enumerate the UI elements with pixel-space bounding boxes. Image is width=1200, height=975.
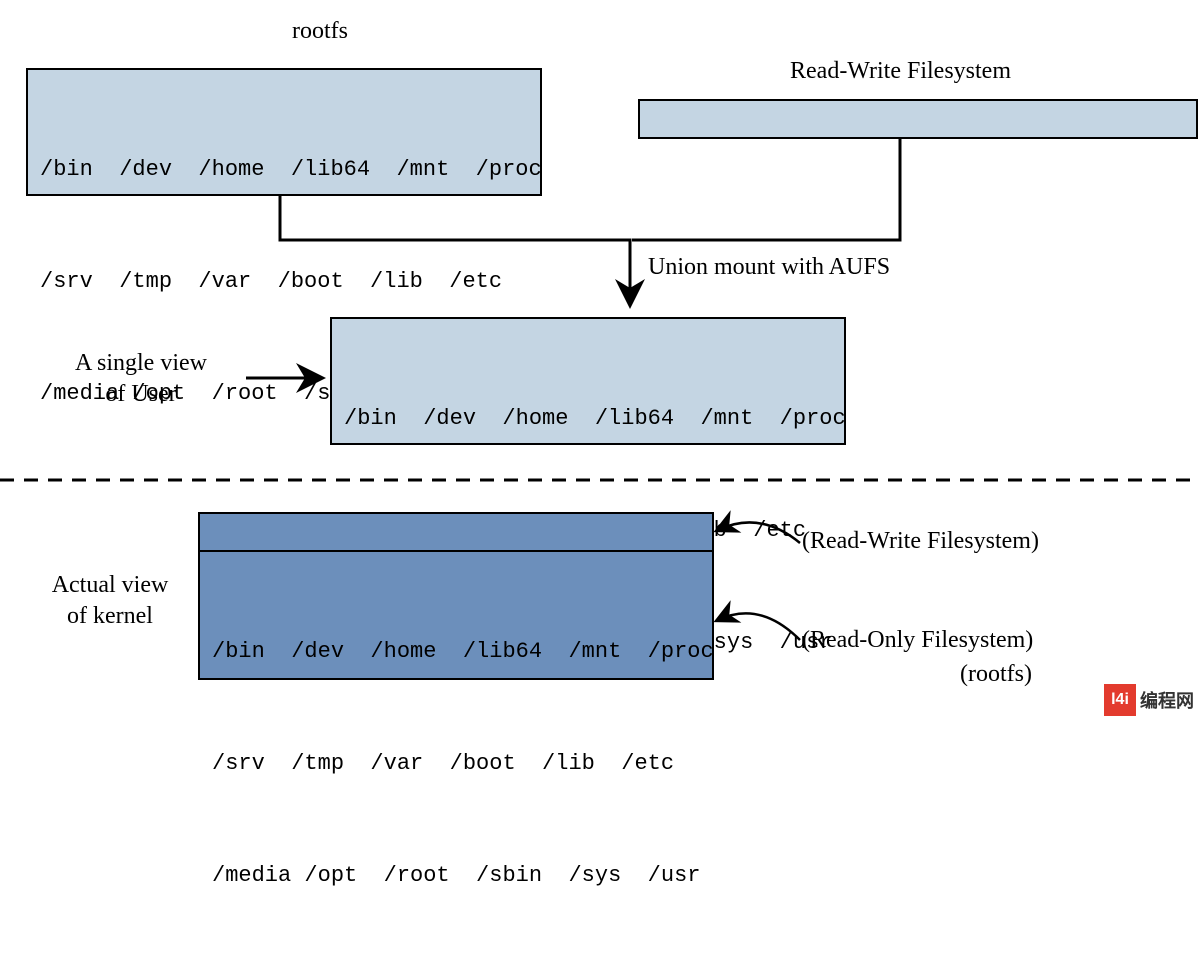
watermark-logo: l4i [1104, 684, 1136, 716]
watermark: l4i 编程网 [1104, 684, 1194, 716]
kernel-view-line1: Actual view [20, 570, 200, 601]
annotation-rootfs: (rootfs) [960, 661, 1032, 688]
kernel-view-line2: of kernel [20, 601, 200, 632]
label-user-view: A single view of User [36, 348, 246, 410]
annotation-rw: (Read-Write Filesystem) [802, 528, 1039, 555]
box-kernel-ro: /bin /dev /home /lib64 /mnt /proc /srv /… [198, 550, 714, 680]
annotation-ro: (Read-Only Filesystem) [802, 627, 1033, 654]
box-rootfs: /bin /dev /home /lib64 /mnt /proc /srv /… [26, 68, 542, 196]
dir-row: /bin /dev /home /lib64 /mnt /proc [40, 151, 528, 188]
dir-row: /bin /dev /home /lib64 /mnt /proc [212, 633, 700, 670]
user-view-line2: of User [36, 379, 246, 410]
kernel-ro-dirs: /bin /dev /home /lib64 /mnt /proc /srv /… [200, 552, 712, 975]
dir-row: /media /opt /root /sbin /sys /usr [212, 857, 700, 894]
box-rw-top [638, 99, 1198, 139]
dir-row: /srv /tmp /var /boot /lib /etc [40, 263, 528, 300]
label-rootfs: rootfs [260, 18, 380, 45]
dir-row: /srv /tmp /var /boot /lib /etc [212, 745, 700, 782]
label-union-mount: Union mount with AUFS [648, 254, 890, 281]
dir-row: /bin /dev /home /lib64 /mnt /proc [344, 400, 832, 437]
box-user-view: /bin /dev /home /lib64 /mnt /proc /srv /… [330, 317, 846, 445]
line-rw-to-union [632, 139, 900, 240]
label-kernel-view: Actual view of kernel [20, 570, 200, 632]
watermark-text: 编程网 [1140, 687, 1194, 713]
box-kernel-rw [198, 512, 714, 552]
label-rw-fs: Read-Write Filesystem [790, 58, 1011, 85]
user-view-line1: A single view [36, 348, 246, 379]
